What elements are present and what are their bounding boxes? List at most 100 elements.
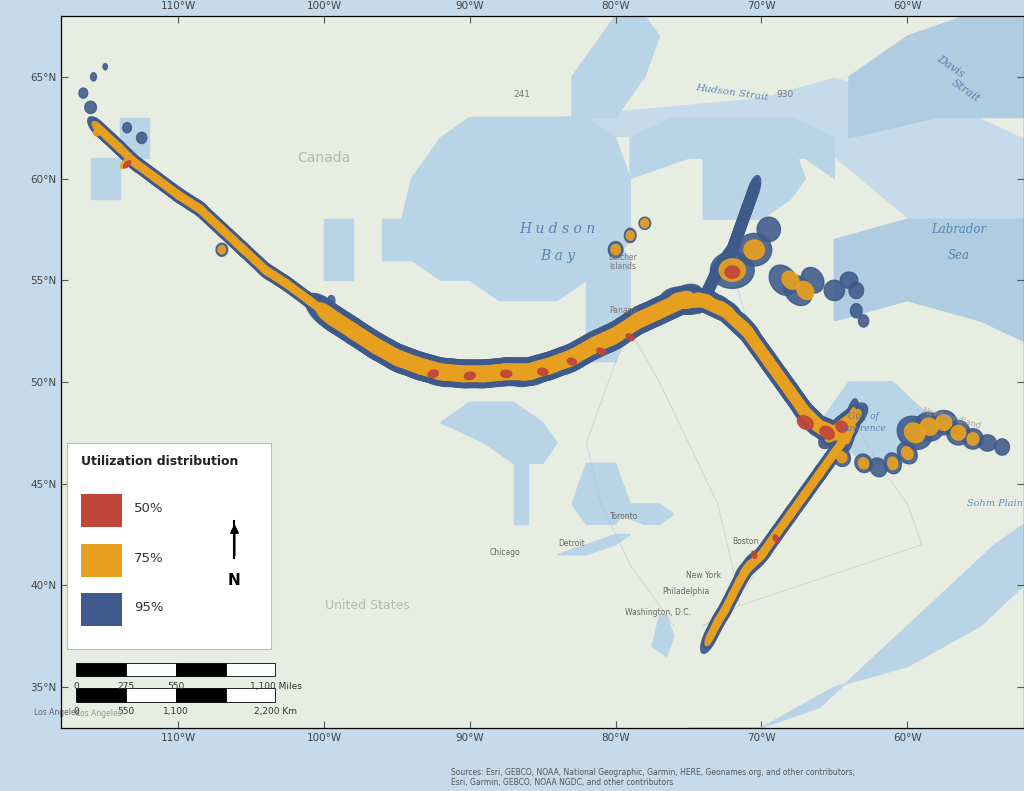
Polygon shape <box>716 250 732 273</box>
Polygon shape <box>172 189 184 200</box>
Polygon shape <box>709 262 723 287</box>
Polygon shape <box>437 365 462 380</box>
Polygon shape <box>501 370 512 377</box>
Polygon shape <box>725 266 739 278</box>
Polygon shape <box>305 293 345 331</box>
Polygon shape <box>840 430 851 446</box>
Polygon shape <box>133 159 155 180</box>
Polygon shape <box>784 505 797 523</box>
Polygon shape <box>354 328 395 362</box>
Polygon shape <box>604 326 628 344</box>
Bar <box>81 494 122 528</box>
Polygon shape <box>145 168 167 188</box>
Polygon shape <box>544 345 586 376</box>
Polygon shape <box>723 578 742 613</box>
Polygon shape <box>921 418 938 435</box>
Polygon shape <box>299 290 319 311</box>
Polygon shape <box>828 431 850 462</box>
Polygon shape <box>652 300 676 318</box>
Polygon shape <box>564 346 588 365</box>
Polygon shape <box>815 422 835 436</box>
Polygon shape <box>777 502 800 533</box>
Polygon shape <box>216 223 227 236</box>
Polygon shape <box>753 339 780 377</box>
Text: 95%: 95% <box>134 601 164 614</box>
Polygon shape <box>765 519 787 550</box>
Polygon shape <box>733 216 746 243</box>
Polygon shape <box>806 461 828 492</box>
Polygon shape <box>653 288 695 320</box>
Polygon shape <box>303 295 315 306</box>
Polygon shape <box>737 205 751 231</box>
Polygon shape <box>311 300 333 320</box>
Polygon shape <box>656 286 698 319</box>
Polygon shape <box>711 600 732 632</box>
Polygon shape <box>829 409 861 439</box>
Polygon shape <box>111 138 122 151</box>
Polygon shape <box>738 322 756 341</box>
Bar <box>76 688 126 702</box>
Polygon shape <box>315 303 338 324</box>
Polygon shape <box>119 146 130 159</box>
Polygon shape <box>130 157 152 177</box>
Polygon shape <box>93 127 102 136</box>
Polygon shape <box>760 526 782 557</box>
Polygon shape <box>459 360 503 388</box>
Polygon shape <box>625 229 636 243</box>
Polygon shape <box>494 364 518 380</box>
Polygon shape <box>669 293 693 308</box>
Polygon shape <box>756 547 768 563</box>
Polygon shape <box>321 305 360 341</box>
Polygon shape <box>722 241 738 264</box>
Polygon shape <box>496 358 539 385</box>
Polygon shape <box>742 190 756 217</box>
Polygon shape <box>783 275 812 305</box>
Polygon shape <box>684 294 705 307</box>
Polygon shape <box>360 331 401 366</box>
Polygon shape <box>342 320 383 355</box>
Polygon shape <box>573 341 597 360</box>
Polygon shape <box>547 354 570 371</box>
Polygon shape <box>516 364 541 380</box>
Polygon shape <box>951 382 1024 464</box>
Polygon shape <box>440 360 484 388</box>
Polygon shape <box>286 282 298 293</box>
Polygon shape <box>810 417 844 442</box>
Polygon shape <box>844 406 857 445</box>
Polygon shape <box>234 240 246 252</box>
Polygon shape <box>463 360 506 388</box>
Polygon shape <box>742 324 758 346</box>
Polygon shape <box>312 301 324 312</box>
Text: 50%: 50% <box>134 502 164 515</box>
Polygon shape <box>770 513 792 543</box>
Polygon shape <box>268 271 281 281</box>
Polygon shape <box>595 330 618 348</box>
Polygon shape <box>635 308 658 326</box>
Polygon shape <box>464 372 475 380</box>
Polygon shape <box>428 370 438 377</box>
Polygon shape <box>567 358 577 365</box>
Polygon shape <box>652 616 674 657</box>
Polygon shape <box>337 318 360 339</box>
Polygon shape <box>782 381 799 403</box>
Polygon shape <box>303 295 315 306</box>
Polygon shape <box>327 309 368 345</box>
Polygon shape <box>608 322 632 343</box>
Polygon shape <box>740 323 768 360</box>
Polygon shape <box>741 560 753 578</box>
Polygon shape <box>124 152 145 172</box>
Polygon shape <box>811 417 828 437</box>
Polygon shape <box>799 486 811 502</box>
Polygon shape <box>440 360 484 388</box>
Polygon shape <box>308 296 348 333</box>
Polygon shape <box>819 423 840 438</box>
Polygon shape <box>605 311 645 347</box>
Polygon shape <box>807 415 841 441</box>
Polygon shape <box>278 276 289 287</box>
Polygon shape <box>700 279 715 305</box>
Polygon shape <box>416 356 459 385</box>
Polygon shape <box>124 161 131 168</box>
Polygon shape <box>656 297 680 316</box>
Polygon shape <box>510 356 553 385</box>
Polygon shape <box>424 362 449 379</box>
